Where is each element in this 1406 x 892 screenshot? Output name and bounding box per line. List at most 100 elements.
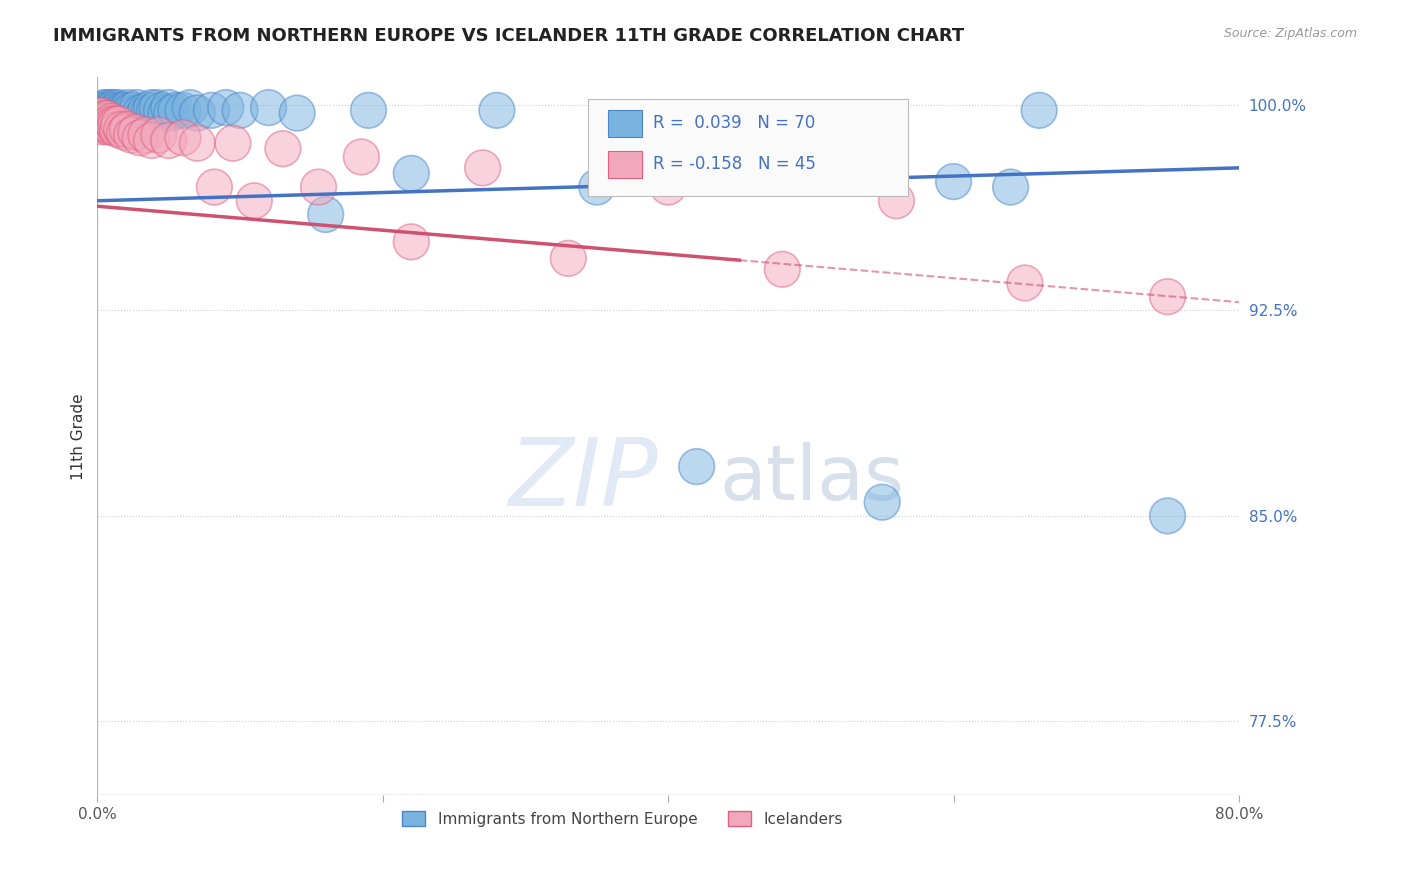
Text: R = -0.158   N = 45: R = -0.158 N = 45 bbox=[654, 155, 815, 173]
Point bbox=[103, 120, 125, 134]
Point bbox=[93, 101, 115, 115]
Point bbox=[870, 495, 893, 509]
Point bbox=[186, 106, 208, 120]
Point bbox=[1000, 180, 1022, 194]
Point bbox=[97, 109, 120, 123]
Text: ZIP: ZIP bbox=[509, 434, 658, 525]
Point bbox=[186, 136, 208, 151]
Point bbox=[125, 106, 148, 120]
Point bbox=[120, 103, 142, 118]
Text: Source: ZipAtlas.com: Source: ZipAtlas.com bbox=[1223, 27, 1357, 40]
Point bbox=[90, 120, 112, 134]
Point bbox=[114, 109, 136, 123]
Text: IMMIGRANTS FROM NORTHERN EUROPE VS ICELANDER 11TH GRADE CORRELATION CHART: IMMIGRANTS FROM NORTHERN EUROPE VS ICELA… bbox=[53, 27, 965, 45]
Point bbox=[96, 120, 118, 134]
Point bbox=[150, 103, 173, 118]
Point bbox=[117, 122, 139, 136]
Point bbox=[1156, 290, 1178, 304]
Point bbox=[100, 114, 122, 128]
Point bbox=[91, 106, 114, 120]
Point bbox=[143, 103, 166, 118]
Point bbox=[121, 128, 143, 142]
Point bbox=[942, 175, 965, 189]
Point bbox=[285, 106, 308, 120]
Point bbox=[308, 180, 330, 194]
Point bbox=[108, 103, 131, 118]
Point bbox=[886, 194, 908, 208]
Point bbox=[132, 109, 155, 123]
Point bbox=[657, 180, 679, 194]
Point bbox=[107, 101, 129, 115]
Point bbox=[117, 106, 139, 120]
Point bbox=[89, 109, 111, 123]
Point bbox=[141, 133, 163, 147]
Point bbox=[105, 103, 128, 118]
FancyBboxPatch shape bbox=[588, 99, 908, 196]
Point bbox=[129, 106, 152, 120]
Point bbox=[90, 114, 112, 128]
Point bbox=[91, 103, 114, 118]
Point bbox=[557, 252, 579, 266]
Point bbox=[87, 117, 110, 131]
Point bbox=[135, 103, 157, 118]
Point bbox=[96, 101, 118, 115]
Point bbox=[90, 109, 112, 123]
Point bbox=[101, 117, 124, 131]
Point bbox=[222, 136, 245, 151]
Point bbox=[108, 109, 131, 123]
Point bbox=[1028, 103, 1050, 118]
Point bbox=[87, 103, 110, 118]
Point bbox=[257, 101, 280, 115]
Point bbox=[93, 117, 115, 131]
Point bbox=[135, 128, 157, 142]
Text: atlas: atlas bbox=[720, 442, 904, 516]
Point bbox=[148, 128, 170, 142]
Point bbox=[104, 103, 127, 118]
Point bbox=[146, 101, 169, 115]
Point bbox=[87, 109, 110, 123]
Point bbox=[94, 103, 117, 118]
Point bbox=[157, 101, 180, 115]
Point bbox=[96, 106, 118, 120]
Point bbox=[800, 166, 823, 180]
Point bbox=[98, 103, 121, 118]
Point bbox=[103, 106, 125, 120]
Bar bbox=[607, 110, 643, 137]
Point bbox=[243, 194, 266, 208]
Point bbox=[107, 106, 129, 120]
Point bbox=[104, 117, 127, 131]
Point bbox=[115, 103, 138, 118]
Point bbox=[138, 106, 160, 120]
Point bbox=[122, 103, 145, 118]
Point bbox=[202, 180, 225, 194]
Point bbox=[89, 103, 111, 118]
Point bbox=[155, 106, 177, 120]
Point bbox=[125, 125, 148, 139]
Y-axis label: 11th Grade: 11th Grade bbox=[72, 393, 86, 480]
Point bbox=[357, 103, 380, 118]
Point bbox=[129, 130, 152, 145]
Point bbox=[1156, 508, 1178, 523]
Point bbox=[229, 103, 252, 118]
Point bbox=[93, 112, 115, 126]
Point bbox=[110, 122, 132, 136]
Point bbox=[215, 101, 238, 115]
Point bbox=[200, 103, 222, 118]
Point bbox=[165, 103, 187, 118]
Point bbox=[93, 109, 115, 123]
Point bbox=[114, 125, 136, 139]
Point bbox=[179, 101, 201, 115]
Point bbox=[485, 103, 508, 118]
Point bbox=[105, 122, 128, 136]
Bar bbox=[607, 151, 643, 178]
Point bbox=[160, 106, 183, 120]
Point bbox=[94, 106, 117, 120]
Legend: Immigrants from Northern Europe, Icelanders: Immigrants from Northern Europe, Iceland… bbox=[395, 803, 851, 834]
Point bbox=[96, 112, 118, 126]
Point bbox=[100, 109, 122, 123]
Point bbox=[112, 103, 135, 118]
Point bbox=[172, 103, 194, 118]
Point bbox=[172, 130, 194, 145]
Point bbox=[271, 142, 294, 156]
Point bbox=[401, 166, 423, 180]
